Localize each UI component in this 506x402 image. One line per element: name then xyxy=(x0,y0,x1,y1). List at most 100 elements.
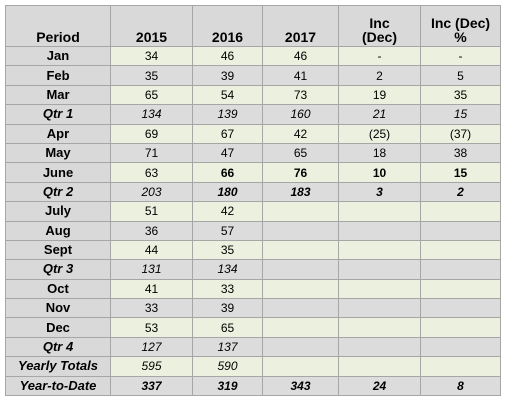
table-cell: 51 xyxy=(110,201,193,222)
table-row: Aug 36 57 xyxy=(5,220,501,241)
table-cell: 203 xyxy=(110,181,193,203)
table-cell: 137 xyxy=(192,336,263,358)
table-cell xyxy=(420,317,501,338)
table-cell: 19 xyxy=(338,84,421,106)
table-cell xyxy=(338,220,421,241)
table-row: Yearly Totals 595 590 xyxy=(5,356,501,377)
column-header: Inc (Dec) xyxy=(338,5,421,47)
table-cell xyxy=(338,356,421,377)
table-cell xyxy=(420,239,501,261)
table-cell: 66 xyxy=(192,162,263,183)
table-row: Dec 53 65 xyxy=(5,317,501,338)
table-cell: 33 xyxy=(110,298,193,319)
table-cell: 65 xyxy=(110,84,193,106)
row-label: Oct xyxy=(5,278,111,300)
table-cell xyxy=(420,298,501,319)
table-cell: 343 xyxy=(262,375,339,397)
row-label: Jan xyxy=(5,45,111,67)
table-cell: 183 xyxy=(262,181,339,203)
table-cell xyxy=(262,259,339,280)
table-cell: 41 xyxy=(262,65,339,86)
table-cell: 35 xyxy=(110,65,193,86)
table-cell: 41 xyxy=(110,278,193,300)
table-cell: 337 xyxy=(110,375,193,397)
table-cell: 39 xyxy=(192,298,263,319)
table-cell: 180 xyxy=(192,181,263,203)
table-cell: 54 xyxy=(192,84,263,106)
row-label: Aug xyxy=(5,220,111,241)
table-row: Year-to-Date 337 319 343 24 8 xyxy=(5,375,501,397)
table-row: Apr 69 67 42 (25) (37) xyxy=(5,123,501,144)
table-cell xyxy=(420,220,501,241)
table-row: Feb 35 39 41 2 5 xyxy=(5,65,501,86)
table-cell: 69 xyxy=(110,123,193,144)
row-label: Qtr 2 xyxy=(5,181,111,203)
table-cell xyxy=(338,201,421,222)
table-cell: 67 xyxy=(192,123,263,144)
table-cell: 595 xyxy=(110,356,193,377)
table-row: July 51 42 xyxy=(5,201,501,222)
table-cell: 76 xyxy=(262,162,339,183)
table-row: Qtr 2 203 180 183 3 2 xyxy=(5,181,501,203)
table-cell: 65 xyxy=(262,142,339,164)
table-cell: 53 xyxy=(110,317,193,338)
table-cell: - xyxy=(420,45,501,67)
table-cell xyxy=(420,259,501,280)
column-header: Inc (Dec) % xyxy=(420,5,501,47)
table-cell: 15 xyxy=(420,162,501,183)
table-row: Oct 41 33 xyxy=(5,278,501,300)
column-header: 2015 xyxy=(110,5,193,47)
table-cell: 34 xyxy=(110,45,193,67)
table-body: Jan 34 46 46- - Feb 35 39 41 2 5 Mar 65 54 73 19 35 Qtr 1… xyxy=(5,45,501,397)
row-label: Apr xyxy=(5,123,111,144)
table-cell: 3 xyxy=(338,181,421,203)
table-cell xyxy=(262,317,339,338)
table-row: Qtr 3 131 134 xyxy=(5,259,501,280)
table-cell xyxy=(262,336,339,358)
table-cell xyxy=(338,239,421,261)
table-cell: (25) xyxy=(338,123,421,144)
row-label: Qtr 3 xyxy=(5,259,111,280)
table-cell: 35 xyxy=(420,84,501,106)
table-row: May 71 47 65 18 38 xyxy=(5,142,501,164)
row-label: Dec xyxy=(5,317,111,338)
data-table: Period 2015 2016 2017 Inc (Dec) Inc (Dec) % J… xyxy=(5,5,501,397)
table-cell xyxy=(262,278,339,300)
table-cell: 46 xyxy=(192,45,263,67)
table-cell: (37) xyxy=(420,123,501,144)
table-row: Qtr 1 134 139 160 21 15 xyxy=(5,104,501,125)
table-cell: 35 xyxy=(192,239,263,261)
header-row: Period 2015 2016 2017 Inc (Dec) Inc (Dec) % xyxy=(5,5,501,47)
column-header: 2016 xyxy=(192,5,263,47)
table-cell: 38 xyxy=(420,142,501,164)
table-cell xyxy=(262,356,339,377)
table-cell: 5 xyxy=(420,65,501,86)
row-label: Yearly Totals xyxy=(5,356,111,377)
table-cell: 127 xyxy=(110,336,193,358)
table-cell xyxy=(262,220,339,241)
table-cell: 134 xyxy=(110,104,193,125)
table-cell: 18 xyxy=(338,142,421,164)
row-label: Sept xyxy=(5,239,111,261)
table-cell xyxy=(338,298,421,319)
table-row: Qtr 4 127 137 xyxy=(5,336,501,358)
table-cell xyxy=(420,336,501,358)
table-cell xyxy=(338,278,421,300)
table-cell: 46 xyxy=(262,45,339,67)
row-label: Qtr 4 xyxy=(5,336,111,358)
row-label: May xyxy=(5,142,111,164)
table-cell: 2 xyxy=(420,181,501,203)
table-cell: 10 xyxy=(338,162,421,183)
table-row: Mar 65 54 73 19 35 xyxy=(5,84,501,106)
table-cell: 39 xyxy=(192,65,263,86)
table-cell: 131 xyxy=(110,259,193,280)
table-cell: 42 xyxy=(192,201,263,222)
table-cell xyxy=(262,298,339,319)
table-cell: 590 xyxy=(192,356,263,377)
row-label: Qtr 1 xyxy=(5,104,111,125)
row-label: Year-to-Date xyxy=(5,375,111,397)
table-cell: 8 xyxy=(420,375,501,397)
table-cell xyxy=(420,356,501,377)
table-cell: 44 xyxy=(110,239,193,261)
